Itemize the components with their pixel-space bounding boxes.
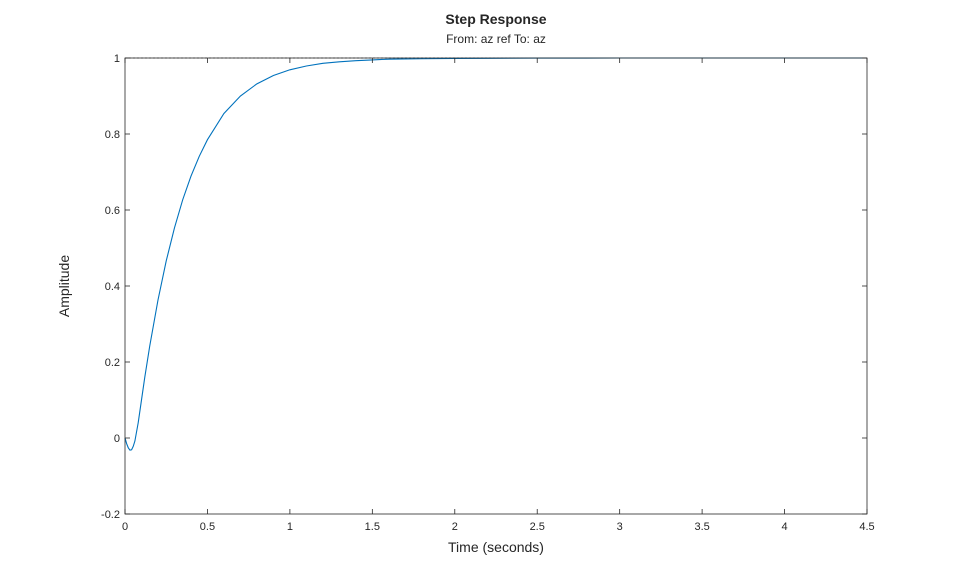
y-tick-label: 0.8 [105, 129, 120, 141]
y-tick-label: 0.6 [105, 205, 120, 217]
x-tick-label: 4 [781, 521, 787, 533]
plot-area: 0 0.5 1 1.5 2 2.5 3 3.5 4 4.5-0.200.20.40.60.81 [101, 53, 875, 533]
x-tick-label: 1.5 [365, 521, 380, 533]
y-axis-label: Amplitude [56, 255, 72, 317]
axes-frame [124, 57, 868, 515]
x-tick-label: 3.5 [694, 521, 709, 533]
y-tick-label: 0.4 [105, 281, 120, 293]
x-axis-label: Time (seconds) [448, 539, 544, 555]
chart-title: Step Response [445, 11, 546, 27]
x-tick-label: 2 [452, 521, 458, 533]
x-tick-label: 1 [287, 521, 293, 533]
x-tick-label: 0 [122, 521, 128, 533]
y-tick-label: 0 [114, 433, 120, 445]
chart-subtitle: From: az ref To: az [446, 32, 546, 46]
x-tick-label: 3 [617, 521, 623, 533]
y-tick-label: 0.2 [105, 357, 120, 369]
x-tick-label: 2.5 [530, 521, 545, 533]
x-tick-label: 4.5 [859, 521, 874, 533]
y-tick-label: 1 [114, 53, 120, 65]
series-line-0 [124, 57, 867, 451]
y-tick-label: -0.2 [101, 509, 120, 521]
x-tick-label: 0.5 [200, 521, 215, 533]
